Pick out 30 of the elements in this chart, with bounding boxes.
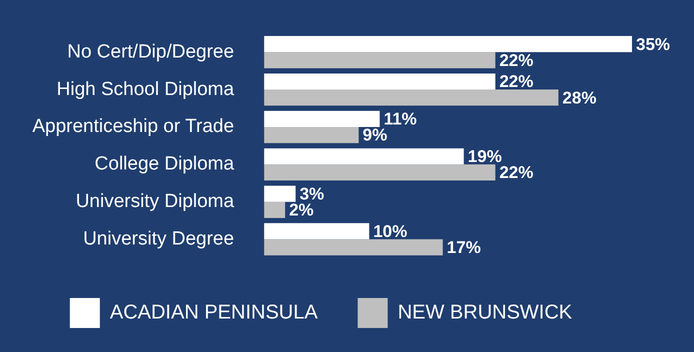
data-label: 17% — [446, 238, 481, 258]
data-label: 3% — [300, 184, 324, 204]
y-tick-label: University Diploma — [76, 191, 234, 212]
bar — [264, 52, 496, 68]
bar — [264, 239, 443, 256]
y-tick-label: Apprenticeship or Trade — [32, 116, 234, 138]
data-label: 2% — [289, 200, 314, 220]
bar — [264, 90, 558, 106]
data-label: 22% — [499, 163, 534, 182]
bar — [264, 73, 496, 90]
data-label: 22% — [499, 50, 534, 70]
y-tick-label: High School Diploma — [56, 78, 234, 100]
data-label: 19% — [468, 147, 502, 166]
data-label: 22% — [499, 72, 534, 92]
bar — [264, 148, 464, 164]
legend-label: NEW BRUNSWICK — [398, 302, 573, 324]
y-tick-label: College Diploma — [94, 154, 234, 175]
bar — [264, 186, 296, 202]
legend-label: ACADIAN PENINSULA — [110, 302, 318, 324]
bar — [264, 110, 380, 127]
data-label: 10% — [373, 222, 408, 241]
data-label: 35% — [636, 34, 670, 54]
bar — [264, 126, 359, 144]
y-tick-label: No Cert/Dip/Degree — [67, 41, 234, 62]
bar — [264, 202, 286, 218]
y-tick-label: University Degree — [83, 228, 234, 250]
bar — [264, 36, 632, 52]
bar — [264, 223, 370, 240]
bar — [264, 164, 496, 181]
data-label: 28% — [562, 88, 596, 108]
